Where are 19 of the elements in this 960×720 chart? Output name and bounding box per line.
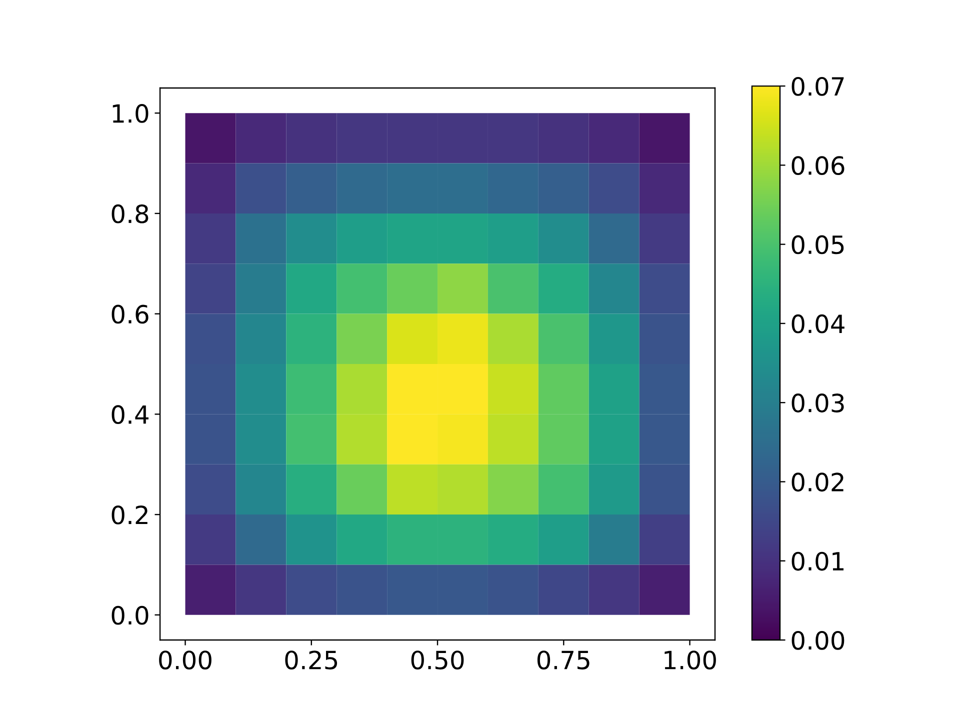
color-bar-label: 0.00 [792, 630, 844, 650]
color-bar-label: 0.02 [792, 472, 844, 492]
x-tick-label: 0.50 [411, 650, 464, 670]
color-bar-label: 0.01 [792, 552, 844, 571]
color-bar-label: 0.07 [792, 76, 844, 96]
x-tick-label: 0.00 [159, 650, 212, 670]
y-tick-label: 0.6 [112, 304, 148, 324]
x-tick-label: 1.00 [664, 650, 716, 670]
color-bar-label: 0.06 [792, 156, 844, 176]
y-tick-label: 1.0 [112, 104, 148, 123]
x-tick-label: 0.75 [537, 650, 590, 670]
color-bar-label: 0.04 [792, 314, 844, 334]
color-bar-label: 0.03 [792, 394, 844, 412]
y-tick-label: 0.2 [112, 505, 148, 524]
x-tick-label: 0.25 [285, 650, 338, 670]
y-tick-label: 0.0 [112, 606, 148, 625]
y-tick-label: 0.8 [112, 204, 148, 224]
y-tick-label: 0.4 [112, 405, 148, 424]
color-bar-label: 0.05 [792, 235, 844, 254]
